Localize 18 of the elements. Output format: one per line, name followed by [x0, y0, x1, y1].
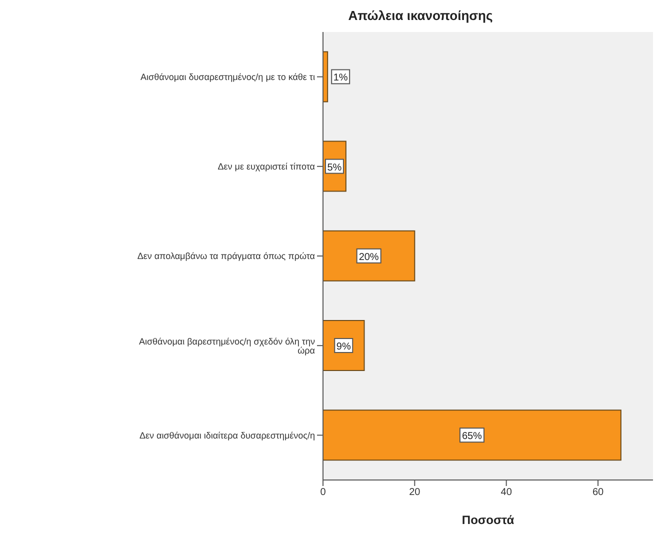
x-tick-label: 20 [409, 487, 421, 498]
chart-title: Απώλεια ικανοποίησης [347, 8, 494, 25]
bar [323, 410, 622, 461]
x-tick-label: 40 [500, 487, 512, 498]
y-tick-label: Δεν αισθάνομαι ιδιαίτερα δυσαρεστημένος/η [140, 430, 315, 440]
x-tick-label: 0 [320, 487, 326, 498]
data-label: 1% [333, 72, 348, 84]
bar [323, 230, 416, 282]
data-label: 9% [336, 342, 351, 353]
x-tick-label: 60 [592, 487, 604, 498]
y-tick-label: Αισθάνομαι βαρεστημένος/η σχεδόν όλη την ώρα [138, 336, 316, 356]
data-label: 20% [358, 252, 379, 263]
data-label: 5% [327, 162, 342, 174]
data-label: 65% [462, 431, 482, 442]
x-axis-title: Ποσοστά [462, 513, 515, 527]
y-tick-label: Αισθάνομαι δυσαρεστημένος/η με το κάθε τι [140, 72, 315, 82]
y-tick-label: Δεν με ευχαριστεί τίποτα [218, 162, 315, 172]
y-tick-label: Δεν απολαμβάνω τα πράγματα όπως πρώτα [137, 251, 315, 262]
